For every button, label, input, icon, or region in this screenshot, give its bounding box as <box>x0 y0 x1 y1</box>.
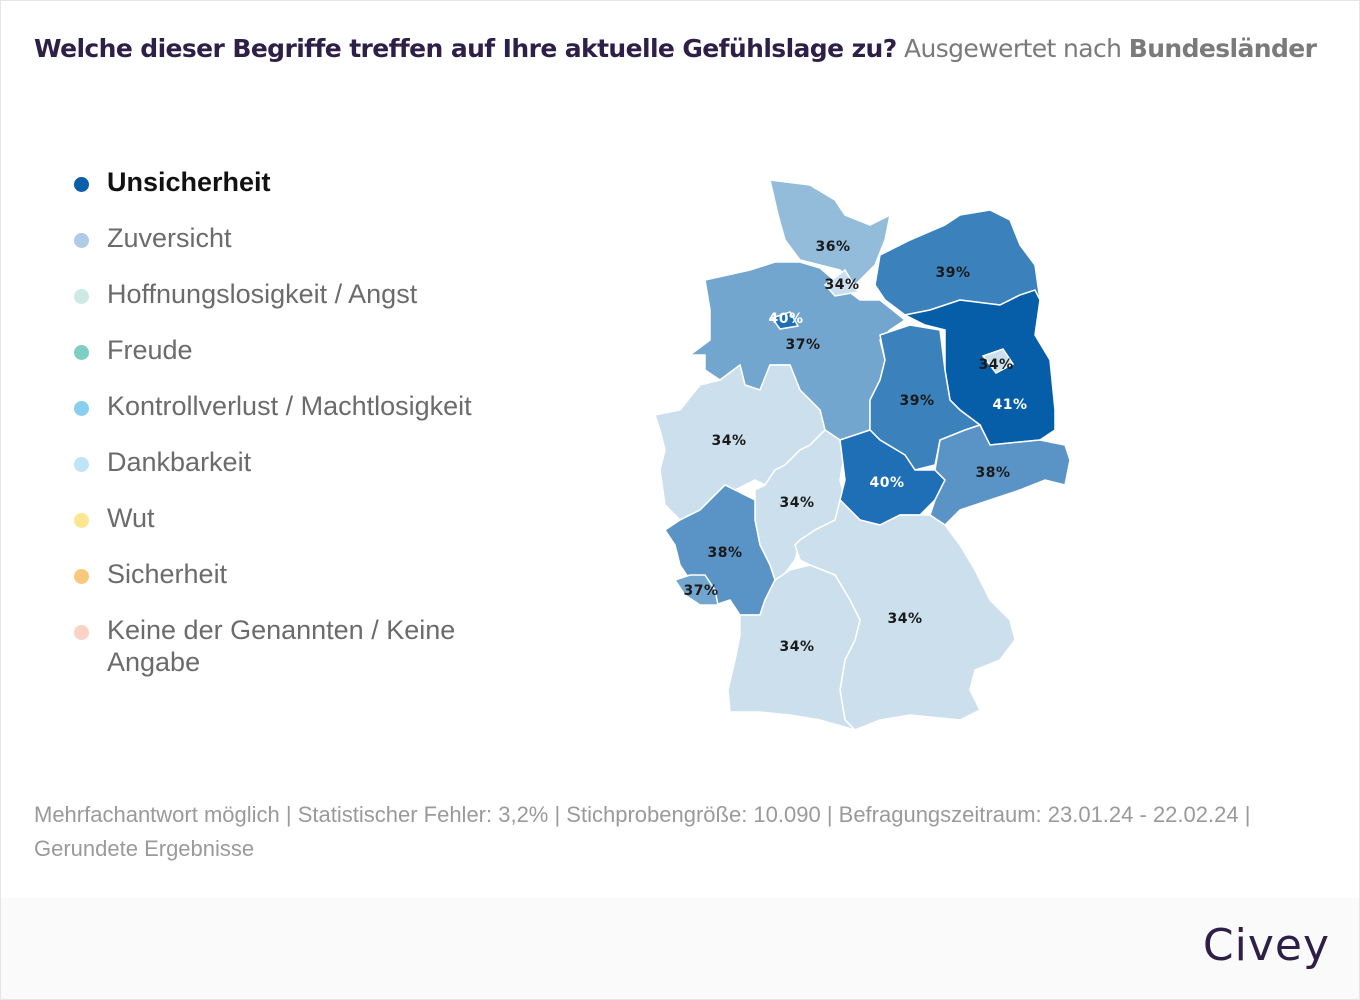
region-berlin[interactable] <box>981 348 1015 374</box>
legend-label: Keine der Genannten / Keine Angabe <box>107 615 456 677</box>
region-sachsen[interactable] <box>929 424 1071 526</box>
question-text: Welche dieser Begriffe treffen auf Ihre … <box>34 34 897 63</box>
legend-item[interactable]: Dankbarkeit <box>74 446 504 478</box>
region-label-sachsen: 38% <box>975 465 1010 481</box>
region-label-bayern: 34% <box>887 611 922 627</box>
legend-dot-icon <box>74 569 89 584</box>
legend-dot-icon <box>74 513 89 528</box>
region-label-brandenburg: 41% <box>992 397 1027 413</box>
legend-label: Hoffnungslosigkeit / Angst <box>107 279 418 309</box>
legend-item[interactable]: Keine der Genannten / Keine Angabe <box>74 614 504 678</box>
legend-dot-icon <box>74 177 89 192</box>
legend-label: Wut <box>107 503 155 533</box>
region-label-bremen: 40% <box>768 311 803 327</box>
region-label-mecklenburg-vorpommern: 39% <box>935 265 970 281</box>
region-label-berlin: 34% <box>978 357 1013 373</box>
region-label-hessen: 34% <box>779 495 814 511</box>
legend-item[interactable]: Unsicherheit <box>74 166 504 198</box>
region-label-baden-wuerttemberg: 34% <box>779 639 814 655</box>
legend-dot-icon <box>74 401 89 416</box>
legend-item[interactable]: Hoffnungslosigkeit / Angst <box>74 278 504 310</box>
region-label-hamburg: 34% <box>824 277 859 293</box>
breakdown-text: Bundesländer <box>1128 34 1317 63</box>
region-label-sachsen-anhalt: 39% <box>899 393 934 409</box>
legend-dot-icon <box>74 457 89 472</box>
legend-label: Zuversicht <box>107 223 232 253</box>
legend-dot-icon <box>74 345 89 360</box>
footnote: Mehrfachantwort möglich | Statistischer … <box>34 802 1251 861</box>
legend-item[interactable]: Zuversicht <box>74 222 504 254</box>
region-label-nordrhein-westfalen: 34% <box>711 433 746 449</box>
region-label-schleswig-holstein: 36% <box>815 239 850 255</box>
legend-dot-icon <box>74 625 89 640</box>
region-label-thueringen: 40% <box>869 475 904 491</box>
region-hamburg[interactable] <box>823 268 860 297</box>
legend-item[interactable]: Kontrollverlust / Machtlosigkeit <box>74 390 504 422</box>
footer-band <box>1 898 1359 999</box>
legend-dot-icon <box>74 289 89 304</box>
legend-dot-icon <box>74 233 89 248</box>
region-label-niedersachsen: 37% <box>785 337 820 353</box>
region-bremen[interactable] <box>770 311 800 330</box>
legend-label: Dankbarkeit <box>107 447 252 477</box>
legend: Unsicherheit Zuversicht Hoffnungslosigkeit… <box>74 166 504 702</box>
region-saarland[interactable] <box>673 574 719 606</box>
legend-item[interactable]: Freude <box>74 334 504 366</box>
subtitle-text: Ausgewertet nach <box>903 34 1122 63</box>
chart-title: Welche dieser Begriffe treffen auf Ihre … <box>34 34 1317 63</box>
legend-item[interactable]: Sicherheit <box>74 558 504 590</box>
legend-label: Sicherheit <box>107 559 228 589</box>
legend-label: Freude <box>107 335 193 365</box>
legend-item[interactable]: Wut <box>74 502 504 534</box>
region-schleswig-holstein[interactable] <box>769 179 892 287</box>
civey-logo: Civey <box>1202 920 1330 971</box>
legend-label: Kontrollverlust / Machtlosigkeit <box>107 391 472 421</box>
region-label-saarland: 37% <box>683 583 718 599</box>
region-baden-wuerttemberg[interactable] <box>727 564 861 732</box>
region-label-rheinland-pfalz: 38% <box>707 545 742 561</box>
legend-label: Unsicherheit <box>107 167 271 197</box>
